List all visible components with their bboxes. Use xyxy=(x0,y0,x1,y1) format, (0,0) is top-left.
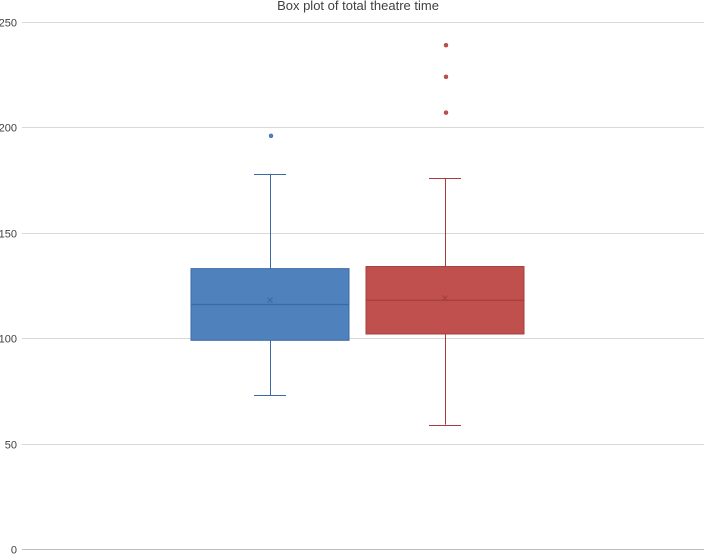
mean-marker-stroke xyxy=(267,297,273,304)
mean-marker-stroke xyxy=(442,295,448,302)
y-tick-label: 0 xyxy=(11,545,17,555)
y-tick-label: 100 xyxy=(0,334,17,346)
box-series-2 xyxy=(365,42,525,426)
y-axis: 0 50 100 150 200 250 xyxy=(0,18,17,555)
chart-title: Box plot of total theatre time xyxy=(277,0,439,13)
y-tick-label: 200 xyxy=(0,123,17,135)
gridlines xyxy=(22,22,704,550)
box-series xyxy=(190,42,525,426)
box-series-1 xyxy=(190,133,350,396)
outlier-point xyxy=(443,110,449,115)
mean-marker xyxy=(442,295,448,302)
y-tick-label: 150 xyxy=(0,229,17,241)
outlier-point xyxy=(443,74,449,80)
outlier-point xyxy=(443,42,449,48)
outlier-point xyxy=(268,133,274,139)
y-tick-label: 250 xyxy=(0,18,17,30)
y-tick-label: 50 xyxy=(5,440,17,452)
mean-marker xyxy=(267,297,273,304)
